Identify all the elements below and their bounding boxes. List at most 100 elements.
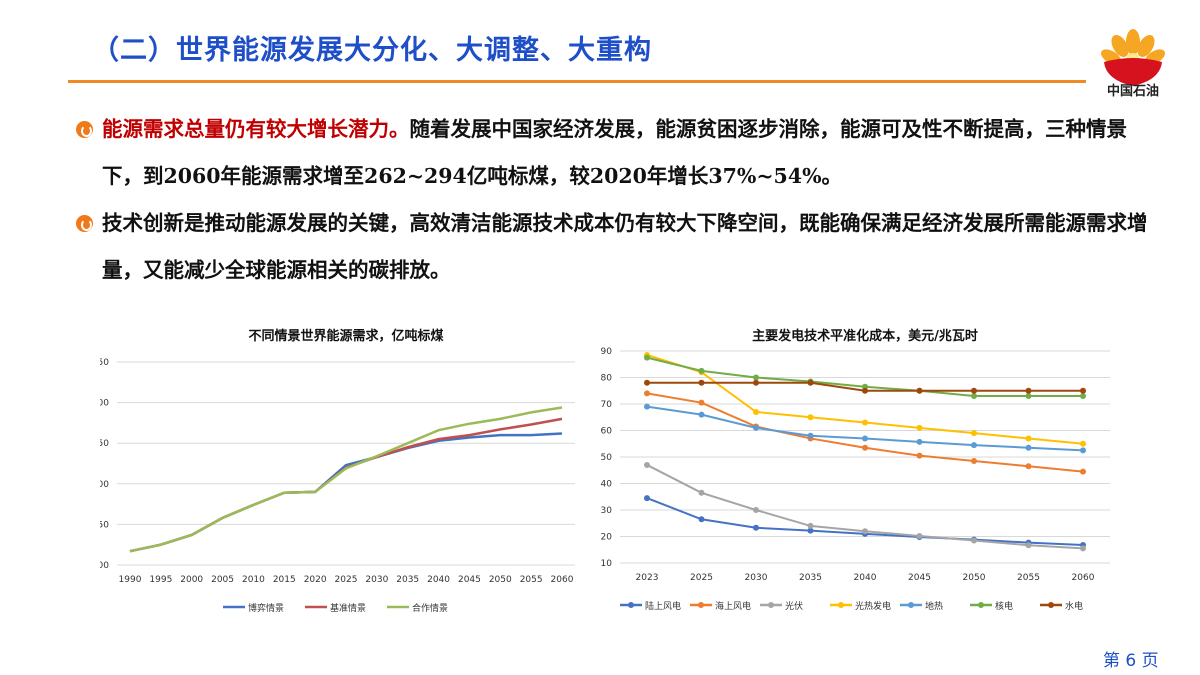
legend-label: 海上风电 xyxy=(715,600,751,612)
data-point xyxy=(862,444,868,451)
x-tick-label: 2050 xyxy=(489,575,512,585)
data-point xyxy=(971,457,977,464)
bullet-text: 随着发展中国家经济发展，能源贫困逐步消除，能源可及性不断提高，三种情景下，到20… xyxy=(102,117,1127,188)
data-point xyxy=(644,354,650,361)
legend-marker xyxy=(838,602,844,608)
data-point xyxy=(1025,444,1032,451)
y-tick-label: 70 xyxy=(601,400,613,410)
x-tick-label: 2060 xyxy=(551,575,574,585)
data-point xyxy=(1025,542,1032,549)
legend-label: 光伏 xyxy=(785,600,803,612)
x-tick-label: 2040 xyxy=(854,573,877,583)
data-point xyxy=(1080,468,1086,475)
x-tick-label: 2020 xyxy=(304,575,327,585)
series-line-海上风电 xyxy=(646,392,1084,473)
legend-label: 合作情景 xyxy=(412,602,448,614)
data-point xyxy=(971,387,977,394)
data-point xyxy=(698,399,705,406)
data-point xyxy=(698,379,705,386)
x-tick-label: 2045 xyxy=(908,573,931,583)
y-tick-label: 30 xyxy=(601,506,613,516)
data-point xyxy=(916,452,923,459)
data-point xyxy=(971,537,977,544)
data-point xyxy=(862,387,868,394)
data-point xyxy=(1025,393,1032,400)
data-point xyxy=(916,387,923,394)
x-tick-label: 2025 xyxy=(335,575,358,585)
x-tick-label: 2035 xyxy=(799,573,822,583)
generation-cost-chart: 主要发电技术平准化成本，美元/兆瓦时1020304050607080902023… xyxy=(601,328,1110,612)
x-tick-label: 2035 xyxy=(396,575,419,585)
series-line-基准情景 xyxy=(129,417,563,553)
page-number: 第 6 页 xyxy=(1103,651,1159,671)
x-tick-label: 1990 xyxy=(119,575,142,585)
legend-label: 水电 xyxy=(1065,600,1083,612)
data-point xyxy=(753,524,759,531)
y-tick-label: 200 xyxy=(100,480,109,490)
data-point xyxy=(698,411,705,418)
legend-label: 陆上风电 xyxy=(645,600,681,612)
data-point xyxy=(644,403,650,410)
series-line-地热 xyxy=(646,405,1084,452)
bullet-icon xyxy=(76,121,93,138)
legend-label: 博弈情景 xyxy=(248,602,284,614)
data-point xyxy=(916,438,923,445)
data-point xyxy=(753,424,759,431)
chart-title: 主要发电技术平准化成本，美元/兆瓦时 xyxy=(752,328,978,344)
data-point xyxy=(807,414,814,421)
data-point xyxy=(1025,463,1032,470)
data-point xyxy=(862,435,868,442)
data-point xyxy=(1080,440,1086,447)
legend-marker xyxy=(768,602,774,608)
data-point xyxy=(753,408,759,415)
title-divider xyxy=(68,80,1086,83)
data-point xyxy=(916,424,923,431)
y-tick-label: 90 xyxy=(601,347,613,357)
legend-marker xyxy=(698,602,704,608)
data-point xyxy=(644,390,650,397)
x-tick-label: 2040 xyxy=(427,575,450,585)
legend-label: 基准情景 xyxy=(330,602,366,614)
y-tick-label: 60 xyxy=(601,427,613,437)
bullet-item: 技术创新是推动能源发展的关键，高效清洁能源技术成本仍有较大下降空间，既能确保满足… xyxy=(76,200,1166,294)
data-point xyxy=(753,379,759,386)
bullet-text: 技术创新是推动能源发展的关键，高效清洁能源技术成本仍有较大下降空间，既能确保满足… xyxy=(102,211,1148,282)
data-point xyxy=(1025,435,1032,442)
x-tick-label: 2030 xyxy=(365,575,388,585)
data-point xyxy=(862,528,868,535)
data-point xyxy=(807,527,814,534)
y-tick-label: 40 xyxy=(601,480,613,490)
page-title: （二）世界能源发展大分化、大调整、大重构 xyxy=(92,35,652,66)
legend-label: 地热 xyxy=(925,600,943,612)
data-point xyxy=(971,430,977,437)
x-tick-label: 2025 xyxy=(690,573,713,583)
data-point xyxy=(862,419,868,426)
legend-marker xyxy=(978,602,984,608)
y-tick-label: 250 xyxy=(100,439,109,449)
data-point xyxy=(807,522,814,529)
data-point xyxy=(644,495,650,502)
y-tick-label: 80 xyxy=(601,374,613,384)
y-tick-label: 100 xyxy=(100,561,109,571)
petrochina-logo xyxy=(1101,29,1165,86)
legend-label: 核电 xyxy=(995,600,1013,612)
data-point xyxy=(971,442,977,449)
data-point xyxy=(698,367,705,374)
data-point xyxy=(753,507,759,513)
x-tick-label: 1995 xyxy=(149,575,172,585)
bullet-item: 能源需求总量仍有较大增长潜力。随着发展中国家经济发展，能源贫困逐步消除，能源可及… xyxy=(76,106,1166,200)
legend-marker xyxy=(628,602,634,608)
y-tick-label: 50 xyxy=(601,453,613,463)
data-point xyxy=(1080,447,1086,454)
x-tick-label: 2015 xyxy=(273,575,296,585)
energy-demand-chart: 不同情景世界能源需求，亿吨标煤 100 150 200 250 300 350 1990 199… xyxy=(100,328,575,614)
x-tick-label: 2010 xyxy=(242,575,265,585)
data-point xyxy=(753,374,759,381)
x-tick-label: 2050 xyxy=(963,573,986,583)
series-line-陆上风电 xyxy=(646,497,1084,546)
data-point xyxy=(971,393,977,400)
bullet-list: 能源需求总量仍有较大增长潜力。随着发展中国家经济发展，能源贫困逐步消除，能源可及… xyxy=(76,106,1166,294)
chart-title: 不同情景世界能源需求，亿吨标煤 xyxy=(248,328,443,344)
data-point xyxy=(698,489,705,496)
y-tick-label: 300 xyxy=(100,399,109,409)
